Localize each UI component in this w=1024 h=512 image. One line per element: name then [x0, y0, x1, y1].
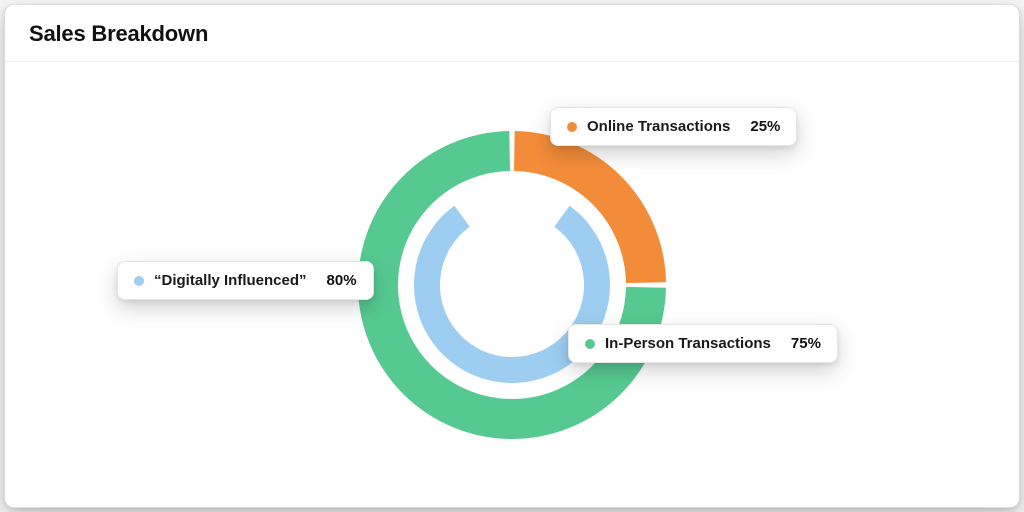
- dot-icon: [134, 276, 144, 286]
- chart-area: Online Transactions 25% In-Person Transa…: [5, 62, 1019, 507]
- dot-icon: [567, 122, 577, 132]
- callout-value: 80%: [327, 272, 357, 289]
- callout-online-transactions: Online Transactions 25%: [550, 107, 797, 146]
- card-header: Sales Breakdown: [5, 5, 1019, 62]
- sales-breakdown-card: Sales Breakdown Online Transactions 25% …: [4, 4, 1020, 508]
- callout-label: In-Person Transactions: [605, 335, 771, 352]
- callout-digitally-influenced: “Digitally Influenced” 80%: [117, 261, 374, 300]
- dot-icon: [585, 339, 595, 349]
- callout-label: “Digitally Influenced”: [154, 272, 307, 289]
- callout-label: Online Transactions: [587, 118, 730, 135]
- card-title: Sales Breakdown: [29, 21, 995, 47]
- callout-inperson-transactions: In-Person Transactions 75%: [568, 324, 838, 363]
- callout-value: 25%: [750, 118, 780, 135]
- nested-donut-chart: [357, 130, 667, 440]
- callout-value: 75%: [791, 335, 821, 352]
